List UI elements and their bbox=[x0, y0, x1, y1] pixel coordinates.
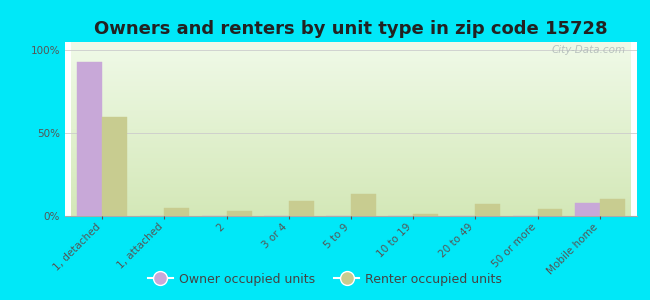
Text: City-Data.com: City-Data.com bbox=[551, 46, 625, 56]
Bar bbox=[575, 203, 600, 216]
Bar bbox=[102, 117, 127, 216]
Bar bbox=[164, 208, 189, 216]
Bar bbox=[538, 209, 562, 216]
Bar bbox=[77, 62, 102, 216]
Bar bbox=[413, 214, 438, 216]
Bar bbox=[227, 211, 252, 216]
Legend: Owner occupied units, Renter occupied units: Owner occupied units, Renter occupied un… bbox=[143, 268, 507, 291]
Bar bbox=[600, 200, 625, 216]
Bar bbox=[475, 204, 500, 216]
Bar bbox=[351, 194, 376, 216]
Bar bbox=[289, 201, 314, 216]
Title: Owners and renters by unit type in zip code 15728: Owners and renters by unit type in zip c… bbox=[94, 20, 608, 38]
